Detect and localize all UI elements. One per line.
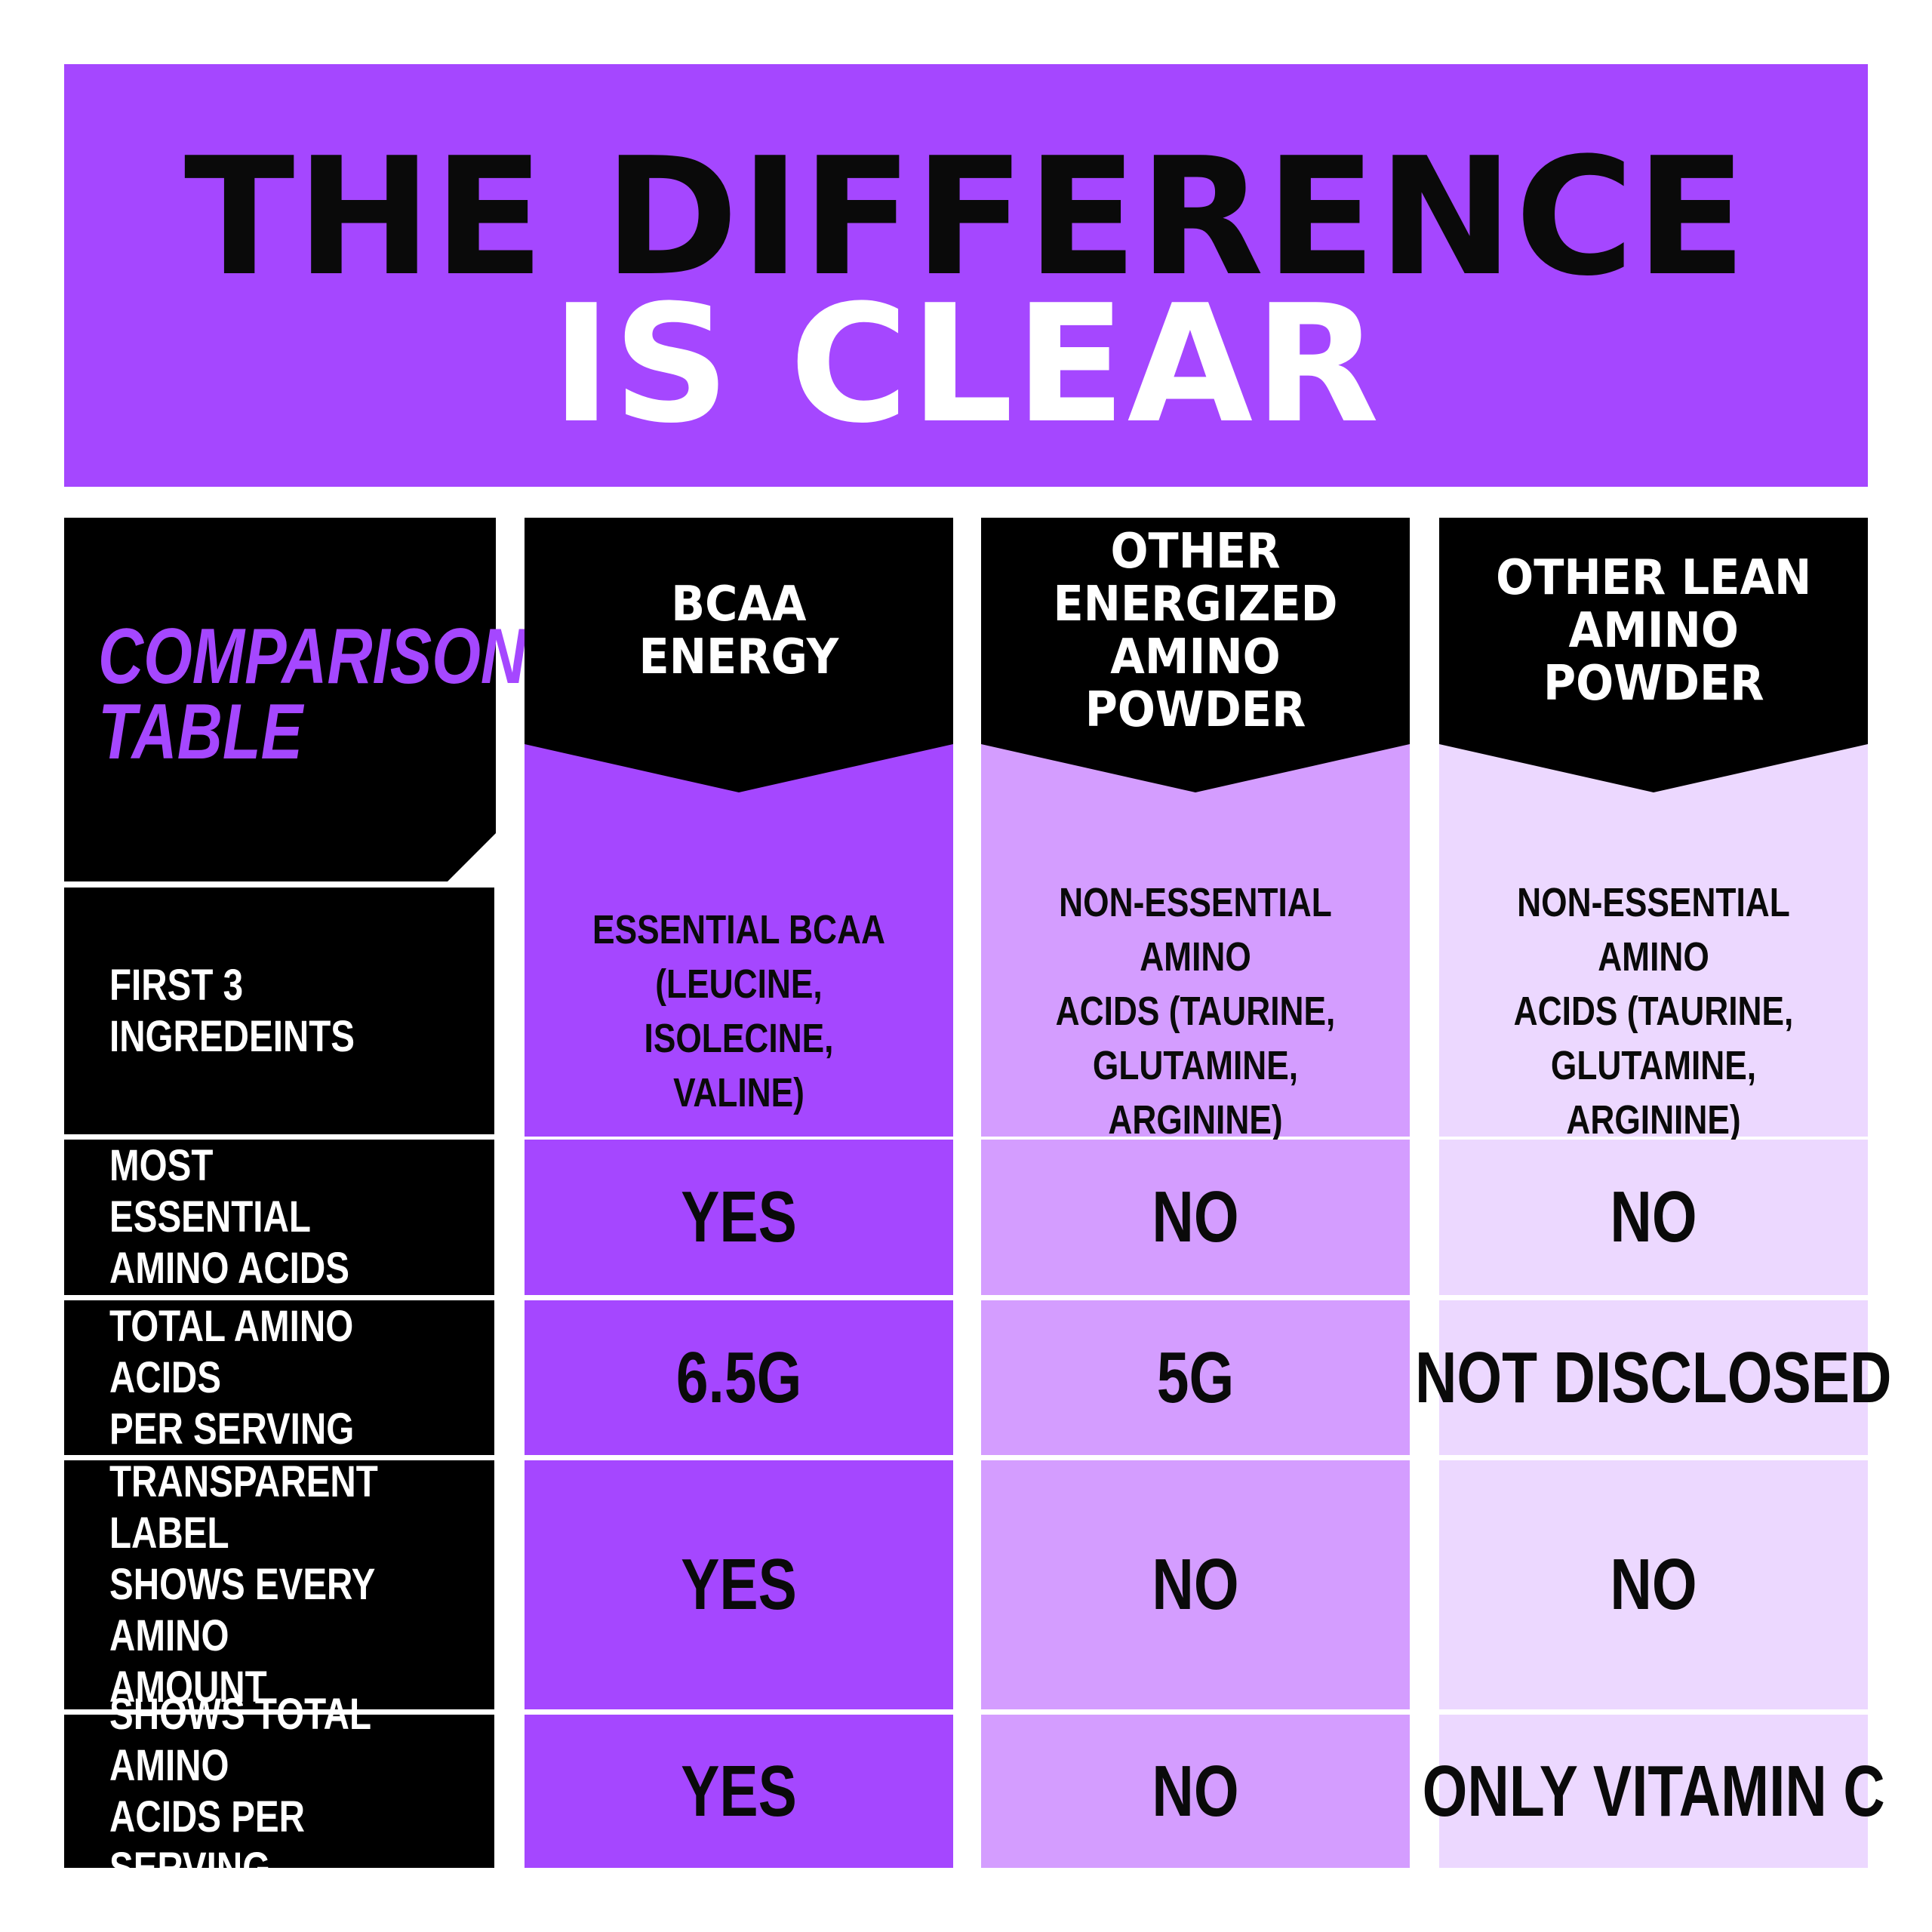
row-label-total-amino: TOTAL AMINO ACIDS PER SERVING	[64, 1300, 494, 1455]
cell-energized-total-amino: 5G	[981, 1300, 1410, 1455]
column-title-other-energized: OTHER ENERGIZED AMINO POWDER	[1053, 524, 1338, 738]
cell-energized-first-ingredients: NON-ESSENTIAL AMINO ACIDS (TAURINE, GLUT…	[1055, 879, 1336, 1143]
cell-lean-essential-amino: NO	[1439, 1140, 1868, 1295]
row-label-shows-total: SHOWS TOTAL AMINO ACIDS PER SERVING	[64, 1690, 494, 1893]
column-title-bcaa-energy: BCAA ENERGY	[638, 577, 839, 685]
cell-energized-essential-amino: NO	[981, 1140, 1410, 1295]
row-label-essential-amino: MOST ESSENTIAL AMINO ACIDS	[64, 1140, 494, 1295]
title-line-1: THE DIFFERENCE	[183, 122, 1749, 312]
cell-lean-total-amino: NOT DISCLOSED	[1415, 1300, 1892, 1455]
cell-bcaa-shows-total: YES	[525, 1715, 953, 1868]
column-header-other-energized	[981, 518, 1410, 1137]
title-line-2: IS CLEAR	[551, 269, 1381, 459]
cell-lean-first-ingredients: NON-ESSENTIAL AMINO ACIDS (TAURINE, GLUT…	[1513, 879, 1794, 1143]
row-label-transparent-label: TRANSPARENT LABEL SHOWS EVERY AMINO AMOU…	[64, 1457, 494, 1712]
cell-lean-shows-total: ONLY VITAMIN C	[1422, 1715, 1885, 1868]
column-header-bcaa-energy	[525, 518, 953, 1137]
cell-bcaa-transparent-label: YES	[525, 1460, 953, 1709]
row-label-first-ingredients: FIRST 3 INGREDEINTS	[64, 888, 494, 1134]
column-title-other-lean: OTHER LEAN AMINO POWDER	[1495, 550, 1812, 712]
title-banner: THE DIFFERENCE IS CLEAR	[64, 64, 1868, 487]
cell-lean-transparent-label: NO	[1439, 1460, 1868, 1709]
cell-bcaa-total-amino: 6.5G	[525, 1300, 953, 1455]
comparison-table-corner	[64, 518, 496, 881]
column-header-other-lean	[1439, 518, 1868, 1137]
comparison-table-label: COMPARISON TABLE	[98, 613, 527, 776]
cell-bcaa-first-ingredients: ESSENTIAL BCAA (LEUCINE, ISOLECINE, VALI…	[592, 906, 885, 1115]
cell-energized-shows-total: NO	[981, 1715, 1410, 1868]
cell-energized-transparent-label: NO	[981, 1460, 1410, 1709]
cell-bcaa-essential-amino: YES	[525, 1140, 953, 1295]
